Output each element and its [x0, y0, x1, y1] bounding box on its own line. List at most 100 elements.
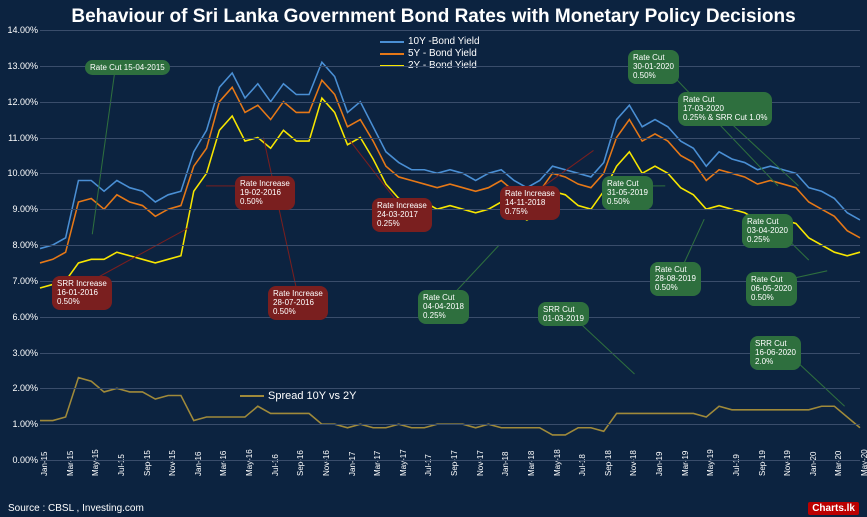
series-line	[40, 378, 860, 435]
callout-text: 0.50%	[751, 293, 792, 302]
callout-text: 0.25%	[423, 311, 464, 320]
callout: Rate Cut03-04-20200.25%	[742, 214, 793, 248]
legend-item: 10Y -Bond Yield	[380, 36, 480, 47]
x-axis-label: Mar-15	[66, 451, 75, 476]
footer: Source : CBSL , Investing.com Charts.lk	[0, 499, 867, 517]
x-axis-label: May-17	[399, 449, 408, 476]
callout: Rate Cut31-05-20190.50%	[602, 176, 653, 210]
callout: Rate Cut 15-04-2015	[85, 60, 170, 75]
grid-line	[40, 209, 860, 210]
callout-text: Rate Cut	[633, 53, 674, 62]
callout-text: Rate Cut 15-04-2015	[90, 63, 165, 72]
callout: SRR Cut01-03-2019	[538, 302, 589, 326]
x-axis-label: Jul-18	[578, 454, 587, 476]
spread-legend: Spread 10Y vs 2Y	[240, 390, 356, 402]
x-axis-label: Mar-18	[527, 451, 536, 476]
callout: Rate Cut17-03-20200.25% & SRR Cut 1.0%	[678, 92, 772, 126]
callout-text: 06-05-2020	[751, 284, 792, 293]
grid-line	[40, 30, 860, 31]
grid-line	[40, 460, 860, 461]
callout-text: 14-11-2018	[505, 198, 555, 207]
grid-line	[40, 281, 860, 282]
callout-text: SRR Cut	[543, 305, 584, 314]
callout-text: Rate Cut	[655, 265, 696, 274]
x-axis-label: Sep-17	[450, 450, 459, 476]
x-axis-label: Nov-19	[783, 450, 792, 476]
x-axis-label: Sep-19	[758, 450, 767, 476]
source-text: Source : CBSL , Investing.com	[8, 503, 144, 514]
y-axis-label: 3.00%	[2, 348, 38, 358]
callout-text: 0.50%	[655, 283, 696, 292]
x-axis-label: Jan-15	[40, 452, 49, 476]
x-axis-label: Jul-15	[117, 454, 126, 476]
callout-text: SRR Increase	[57, 279, 107, 288]
callout-text: Rate Cut	[751, 275, 792, 284]
callout-text: Rate Increase	[505, 189, 555, 198]
x-axis-label: May-19	[706, 449, 715, 476]
x-axis-label: Nov-15	[168, 450, 177, 476]
x-axis-label: Mar-17	[373, 451, 382, 476]
x-axis-label: Mar-20	[834, 451, 843, 476]
x-axis-label: Mar-16	[219, 451, 228, 476]
callout-text: 0.50%	[607, 197, 648, 206]
callout-text: 19-02-2016	[240, 188, 290, 197]
x-axis-label: May-18	[553, 449, 562, 476]
callout: Rate Cut06-05-20200.50%	[746, 272, 797, 306]
x-axis-label: Jan-17	[348, 452, 357, 476]
grid-line	[40, 353, 860, 354]
y-axis-label: 10.00%	[2, 168, 38, 178]
callout-text: Rate Increase	[240, 179, 290, 188]
x-axis-label: May-20	[860, 449, 867, 476]
x-axis-label: May-16	[245, 449, 254, 476]
legend-item: 5Y - Bond Yield	[380, 48, 480, 59]
y-axis-label: 2.00%	[2, 383, 38, 393]
x-axis-label: Jul-16	[271, 454, 280, 476]
x-axis-labels: Jan-15Mar-15May-15Jul-15Sep-15Nov-15Jan-…	[40, 464, 860, 488]
legend-label: 5Y - Bond Yield	[408, 48, 477, 59]
callout-text: 0.50%	[240, 197, 290, 206]
callout: Rate Increase24-03-20170.25%	[372, 198, 432, 232]
callout: SRR Cut16-06-20202.0%	[750, 336, 801, 370]
callout-text: 2.0%	[755, 357, 796, 366]
y-axis-label: 0.00%	[2, 455, 38, 465]
series-line	[40, 98, 860, 288]
callout-text: 17-03-2020	[683, 104, 767, 113]
x-axis-label: May-15	[91, 449, 100, 476]
callout: Rate Increase28-07-20160.50%	[268, 286, 328, 320]
grid-line	[40, 424, 860, 425]
x-axis-label: Mar-19	[681, 451, 690, 476]
callout-text: 30-01-2020	[633, 62, 674, 71]
callout-text: 28-08-2019	[655, 274, 696, 283]
callout-text: 0.50%	[273, 307, 323, 316]
callout-text: 0.25% & SRR Cut 1.0%	[683, 113, 767, 122]
spread-legend-label: Spread 10Y vs 2Y	[268, 390, 356, 402]
callout: Rate Cut28-08-20190.50%	[650, 262, 701, 296]
logo: Charts.lk	[808, 502, 859, 515]
x-axis-label: Nov-16	[322, 450, 331, 476]
callout-text: Rate Increase	[377, 201, 427, 210]
callout-text: 0.25%	[747, 235, 788, 244]
callout-text: Rate Increase	[273, 289, 323, 298]
x-axis-label: Jan-16	[194, 452, 203, 476]
callout-text: 03-04-2020	[747, 226, 788, 235]
x-axis-label: Nov-18	[629, 450, 638, 476]
y-axis-label: 9.00%	[2, 204, 38, 214]
callout-text: 0.75%	[505, 207, 555, 216]
x-axis-label: Jul-17	[424, 454, 433, 476]
x-axis-label: Jan-18	[501, 452, 510, 476]
x-axis-label: Sep-15	[143, 450, 152, 476]
x-axis-label: Sep-16	[296, 450, 305, 476]
y-axis-label: 14.00%	[2, 25, 38, 35]
callout-text: 01-03-2019	[543, 314, 584, 323]
callout: SRR Increase16-01-20160.50%	[52, 276, 112, 310]
callout-text: 0.25%	[377, 219, 427, 228]
legend-label: 10Y -Bond Yield	[408, 36, 480, 47]
series-line	[40, 62, 860, 248]
x-axis-label: Jan-19	[655, 452, 664, 476]
callout-text: Rate Cut	[607, 179, 648, 188]
callout-text: 0.50%	[57, 297, 107, 306]
x-axis-label: Nov-17	[476, 450, 485, 476]
y-axis-label: 11.00%	[2, 133, 38, 143]
callout-text: 16-01-2016	[57, 288, 107, 297]
grid-line	[40, 388, 860, 389]
